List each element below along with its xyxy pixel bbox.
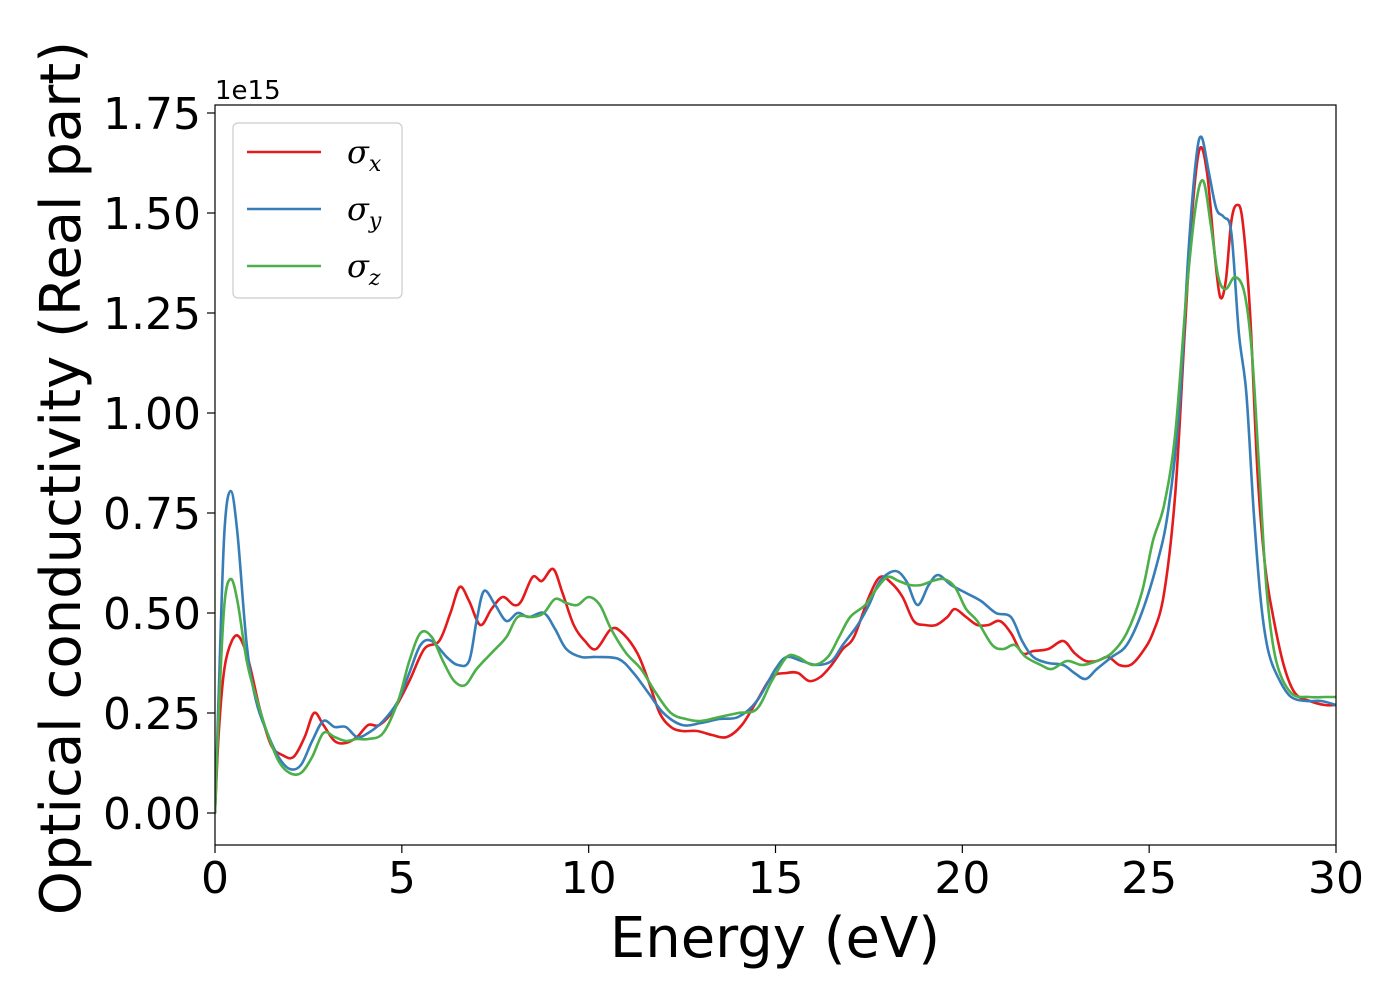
legend-entries: σx σy σz [247,133,382,291]
y-tick-label: 1.50 [103,189,201,240]
y-tick-label: 1.00 [103,389,201,440]
legend: σx σy σz [232,122,403,299]
x-tick-label: 5 [388,853,416,904]
y-tick-label: 0.00 [103,789,201,840]
legend-frame [232,122,403,299]
series-line-z [215,179,1336,815]
x-tick-label: 20 [934,853,990,904]
y-tick-label: 0.75 [103,489,201,540]
legend-label-x: σx [347,133,382,177]
legend-label-y: σy [347,190,382,234]
x-axis-title: Energy (eV) [610,906,940,971]
y-tick-label: 1.25 [103,289,201,340]
x-tick-label: 30 [1308,853,1364,904]
series-line-y [215,135,1336,815]
x-tick-label: 0 [201,853,229,904]
y-axis-ticks: 0.00 0.25 0.50 0.75 1.00 1.25 1.50 1.75 [103,89,215,840]
y-tick-label: 0.50 [103,589,201,640]
series-layer [215,135,1336,815]
x-tick-label: 25 [1121,853,1177,904]
legend-label-z: σz [347,247,381,291]
x-axis-ticks: 0 5 10 15 20 25 30 [201,845,1364,904]
y-offset-label: 1e15 [215,76,281,106]
y-axis-title: Optical conductivity (Real part) [29,41,94,915]
y-tick-label: 1.75 [103,89,201,140]
x-tick-label: 10 [561,853,617,904]
x-tick-label: 15 [748,853,804,904]
y-tick-label: 0.25 [103,689,201,740]
